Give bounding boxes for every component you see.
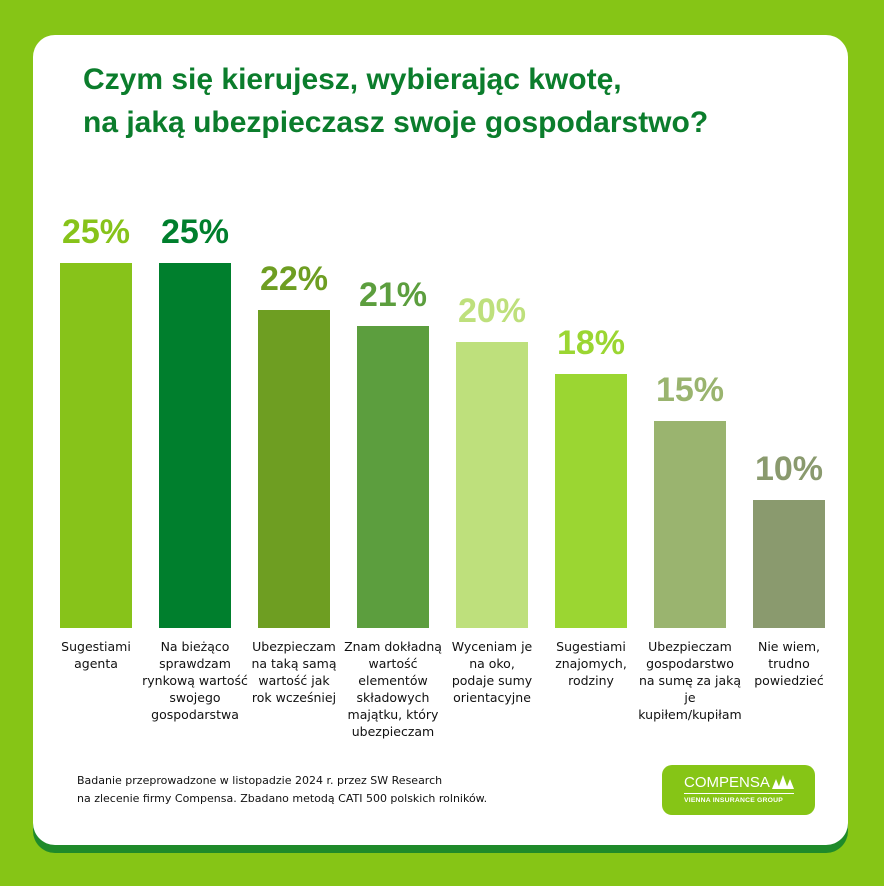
category-label-line: Nie wiem,	[757, 639, 821, 654]
category-label-line: wartość	[368, 656, 418, 671]
category-label-line: elementów	[358, 673, 428, 688]
category-label-line: podaje sumy	[451, 673, 533, 688]
category-label: Sugestiami agenta	[41, 638, 151, 672]
logo-name: COMPENSA	[684, 774, 770, 791]
category-label-line: Znam dokładną	[344, 639, 442, 654]
data-label: 25%	[61, 213, 131, 251]
category-label-line: rok wcześniej	[251, 690, 337, 705]
category-label-line: orientacyjne	[453, 690, 531, 705]
bar	[357, 326, 429, 628]
category-label: Nie wiem, trudno powiedzieć	[734, 638, 844, 689]
bar	[159, 263, 231, 628]
data-label: 21%	[358, 276, 428, 315]
bar	[456, 342, 528, 628]
bar	[753, 500, 825, 628]
category-label-line: na taką samą	[251, 656, 337, 671]
category-label-line: Ubezpieczam	[648, 639, 732, 654]
category-label-line: Na bieżąco	[160, 639, 230, 654]
data-label: 15%	[655, 371, 725, 409]
category-label-line: je kupiłem/kupiłam	[638, 690, 742, 722]
category-label-line: na oko,	[469, 656, 515, 671]
category-label-line: swojego	[169, 690, 221, 705]
category-label-line: składowych	[356, 690, 430, 705]
chart-title: Czym się kierujesz, wybierając kwotę, na…	[83, 58, 843, 144]
category-label-line: majątku, który	[347, 707, 439, 722]
category-label-line: powiedzieć	[754, 673, 824, 688]
data-label: 18%	[556, 323, 626, 362]
category-label-line: rynkową wartość	[142, 673, 248, 688]
data-label: 20%	[457, 292, 527, 330]
footnote-line: na zlecenie firmy Compensa. Zbadano meto…	[77, 792, 488, 805]
category-label-line: Sugestiami	[556, 639, 626, 654]
category-label: Na bieżąco sprawdzam rynkową wartość swojeg…	[140, 638, 250, 723]
logo-subtitle: VIENNA INSURANCE GROUP	[684, 797, 783, 804]
logo-flower-icon	[772, 775, 794, 789]
category-label-line: trudno	[768, 656, 810, 671]
data-label: 25%	[160, 213, 230, 251]
logo-divider	[684, 793, 794, 794]
bar	[60, 263, 132, 628]
footnote: Badanie przeprowadzone w listopadzie 202…	[77, 772, 487, 808]
category-label-line: sprawdzam	[159, 656, 231, 671]
category-label: Wyceniam je na oko, podaje sumy orientacyjn…	[437, 638, 547, 706]
category-label-line: znajomych,	[555, 656, 627, 671]
category-label-line: wartość jak	[258, 673, 330, 688]
category-label-line: agenta	[74, 656, 118, 671]
category-label-line: Ubezpieczam	[252, 639, 336, 654]
footnote-line: Badanie przeprowadzone w listopadzie 202…	[77, 774, 443, 787]
category-label: Sugestiami znajomych, rodziny	[536, 638, 646, 689]
compensa-logo: COMPENSA VIENNA INSURANCE GROUP	[662, 765, 815, 815]
bar	[654, 421, 726, 628]
category-label-line: Wyceniam je	[451, 639, 533, 654]
category-label-line: na sumę za jaką	[638, 673, 742, 688]
category-label-line: rodziny	[568, 673, 614, 688]
category-label: Ubezpieczam gospodarstwo na sumę za jaką je…	[635, 638, 745, 723]
category-label-line: gospodarstwa	[151, 707, 239, 722]
category-label-line: ubezpieczam	[351, 724, 435, 739]
bar	[555, 373, 627, 628]
data-label: 10%	[754, 450, 824, 488]
title-line: na jaką ubezpieczasz swoje gospodarstwo?	[83, 106, 709, 139]
category-label: Znam dokładną wartość elementów składowych m…	[338, 638, 448, 740]
bar	[258, 310, 330, 628]
category-label: Ubezpieczam na taką samą wartość jak rok wc…	[239, 638, 349, 706]
category-label-line: Sugestiami	[61, 639, 131, 654]
data-label: 22%	[259, 260, 329, 299]
title-line: Czym się kierujesz, wybierając kwotę,	[83, 63, 622, 96]
category-label-line: gospodarstwo	[646, 656, 734, 671]
